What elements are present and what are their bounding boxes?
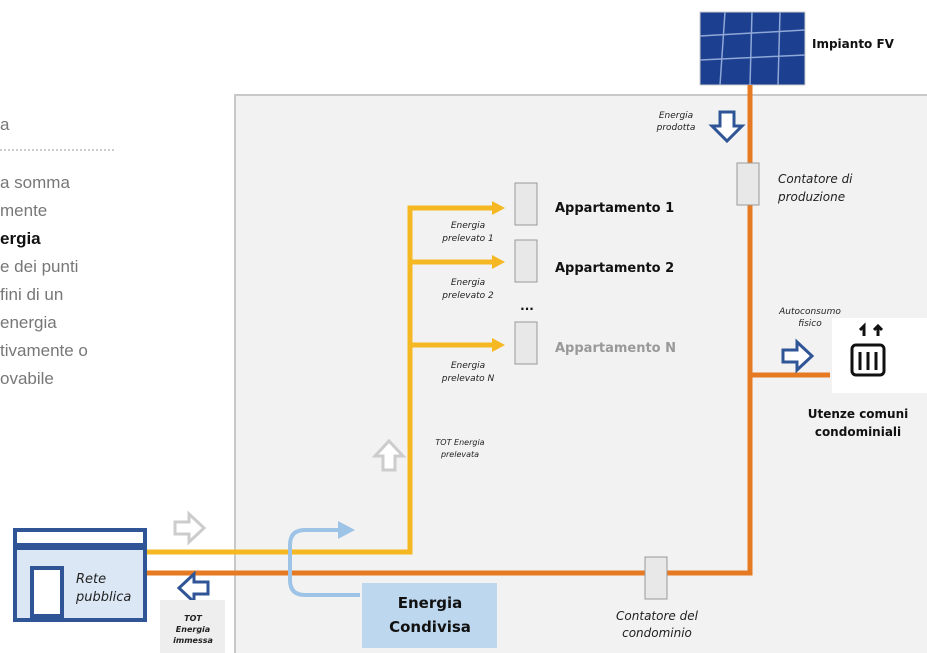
- apartment-name: Appartamento 1: [555, 201, 674, 216]
- utenze-label: Utenze comuni: [808, 407, 909, 421]
- meter: [515, 183, 537, 225]
- utenze-label: condominiali: [815, 425, 901, 439]
- flow-label: prelevato 1: [441, 234, 493, 244]
- solar-label: Impianto FV: [812, 37, 895, 51]
- shared-box: [362, 583, 497, 648]
- left-text: tivamente o: [0, 341, 88, 360]
- ellipsis: ...: [520, 299, 534, 313]
- flow-label: Energia: [176, 625, 210, 634]
- flow-label: TOT: [184, 614, 202, 623]
- meter-label: condominio: [622, 626, 692, 640]
- meter-label: Contatore del: [616, 609, 699, 623]
- meter: [515, 240, 537, 282]
- grid-label: pubblica: [75, 590, 131, 605]
- flow-label: Autoconsumo: [778, 307, 841, 317]
- flow-label: prodotta: [656, 123, 696, 133]
- left-text: energia: [0, 313, 57, 332]
- flow-label: prelevato 2: [441, 291, 494, 301]
- flow-label: TOT Energia: [435, 438, 484, 447]
- grid-door: [32, 568, 62, 616]
- flow-label: Energia: [451, 278, 485, 288]
- meter-label: produzione: [777, 190, 845, 204]
- left-text: ovabile: [0, 369, 54, 388]
- flow-label: fisico: [798, 319, 822, 329]
- flow-label: Energia: [451, 361, 485, 371]
- meter: [645, 557, 667, 599]
- apartment-name: Appartamento 2: [555, 261, 674, 276]
- diagram: a a somma mente ergia e dei punti fini di un e…: [0, 0, 927, 653]
- arrow-left: [179, 574, 208, 602]
- apartment-name: Appartamento N: [555, 341, 676, 356]
- flow-label: immessa: [173, 636, 213, 645]
- shared-label: Condivisa: [389, 618, 471, 636]
- arrow-right-grey: [175, 514, 204, 542]
- left-text: mente: [0, 201, 47, 220]
- flow-label: Energia: [451, 221, 485, 231]
- left-text: a somma: [0, 173, 70, 192]
- shared-label: Energia: [398, 594, 463, 612]
- left-text: e dei punti: [0, 257, 78, 276]
- flow-label: prelevato N: [441, 374, 495, 384]
- meter-label: Contatore di: [778, 172, 853, 186]
- meter: [737, 163, 759, 205]
- flow-label: prelevata: [440, 450, 479, 459]
- meter: [515, 322, 537, 364]
- flow-label: Energia: [659, 111, 693, 121]
- grid-roof: [15, 530, 145, 545]
- left-text: a: [0, 115, 10, 134]
- left-text: fini di un: [0, 285, 63, 304]
- grid-label: Rete: [76, 572, 106, 587]
- solar-panel: [700, 12, 805, 85]
- left-text: ergia: [0, 229, 41, 248]
